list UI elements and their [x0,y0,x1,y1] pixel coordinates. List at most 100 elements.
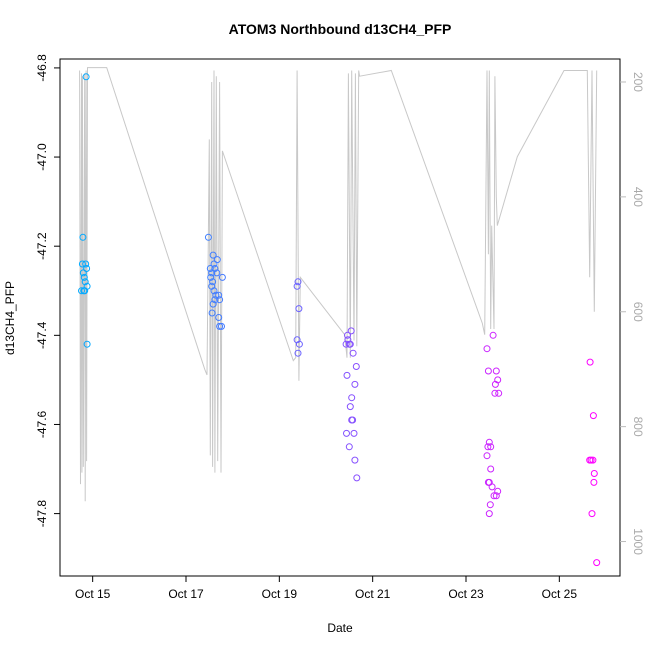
x-axis: Oct 15 Oct 17 Oct 19 Oct 21 Oct 23 Oct 25 [75,576,577,601]
data-point [343,371,351,379]
data-point [82,260,90,268]
data-point [486,501,494,509]
y2-tick-label: 200 [631,72,645,92]
y2-tick-label: 600 [631,302,645,322]
data-point [484,367,492,375]
data-point [210,260,218,268]
data-point [345,443,353,451]
secondary-series-line [79,67,598,502]
x-tick-label: Oct 15 [75,587,111,601]
y-tick-label: -47.0 [35,143,49,171]
data-point [351,456,359,464]
data-point [350,429,358,437]
y-tick-label: -47.8 [35,500,49,528]
data-point [295,305,303,313]
data-point [209,278,217,286]
data-point [495,389,503,397]
data-point [342,340,350,348]
data-point [487,443,495,451]
data-point [294,349,302,357]
chart-title: ATOM3 Northbound d13CH4_PFP [229,21,452,37]
data-point [491,380,499,388]
data-point [213,269,221,277]
data-point [209,251,217,259]
data-point [83,340,91,348]
data-point [212,291,220,299]
plot-frame [59,58,621,577]
x-tick-label: Oct 19 [262,587,298,601]
data-point [218,322,225,330]
data-point [83,265,91,272]
data-point [485,438,493,446]
data-point [483,345,491,353]
data-point [351,380,359,388]
y2-tick-label: 800 [631,417,645,437]
y-tick-label: -46.8 [35,54,49,82]
secondary-y-axis: 200 400 600 800 1000 [620,72,645,555]
data-point [78,287,85,295]
data-point [349,349,357,357]
data-point [492,367,500,375]
data-point [79,233,87,241]
data-point [215,314,223,321]
data-point [589,456,597,464]
data-point [487,465,495,473]
data-point [489,331,497,339]
data-point [213,256,221,264]
data-point [346,340,354,348]
data-point [211,296,219,304]
data-point [586,358,594,366]
data-point [216,322,224,330]
data-point [206,265,214,272]
data-point [590,470,598,477]
data-point [208,309,216,317]
data-point [295,340,303,348]
data-point [485,510,493,518]
data-point [488,483,496,491]
data-point [210,287,218,295]
data-point [293,282,301,290]
x-tick-label: Oct 25 [542,587,578,601]
data-point [348,416,356,424]
data-point [216,296,224,304]
y-tick-label: -47.4 [35,321,49,349]
data-point [207,273,215,281]
data-point [589,412,597,420]
data-point [81,278,89,286]
y-tick-label: -47.2 [35,232,49,260]
data-point [204,233,212,241]
data-point [491,389,499,397]
data-point [348,394,356,402]
y2-tick-label: 1000 [631,528,645,555]
data-point [218,273,226,281]
data-point [347,327,355,335]
instrument-line-layer [79,67,598,502]
data-point [346,403,354,411]
data-point [490,492,498,500]
y-axis-label: d13CH4_PFP [3,281,17,355]
data-point [80,273,88,281]
x-tick-label: Oct 17 [168,587,204,601]
data-point [483,452,491,460]
data-point [215,291,223,299]
y-axis: -46.8 -47.0 -47.2 -47.4 -47.6 -47.8 [35,54,60,527]
data-point [492,492,500,500]
data-point [78,260,86,268]
data-point [588,510,596,518]
data-point [344,331,351,339]
data-point [484,443,492,451]
data-point [82,73,90,81]
data-point [79,269,87,277]
data-point [211,265,219,272]
y2-tick-label: 400 [631,187,645,207]
data-point [352,363,360,370]
x-tick-label: Oct 23 [448,587,484,601]
y-tick-label: -47.6 [35,410,49,438]
data-point [353,474,361,482]
data-point [294,278,302,286]
data-point [593,559,601,567]
data-points-layer [78,73,601,567]
data-point [590,478,598,486]
data-point [81,287,89,295]
